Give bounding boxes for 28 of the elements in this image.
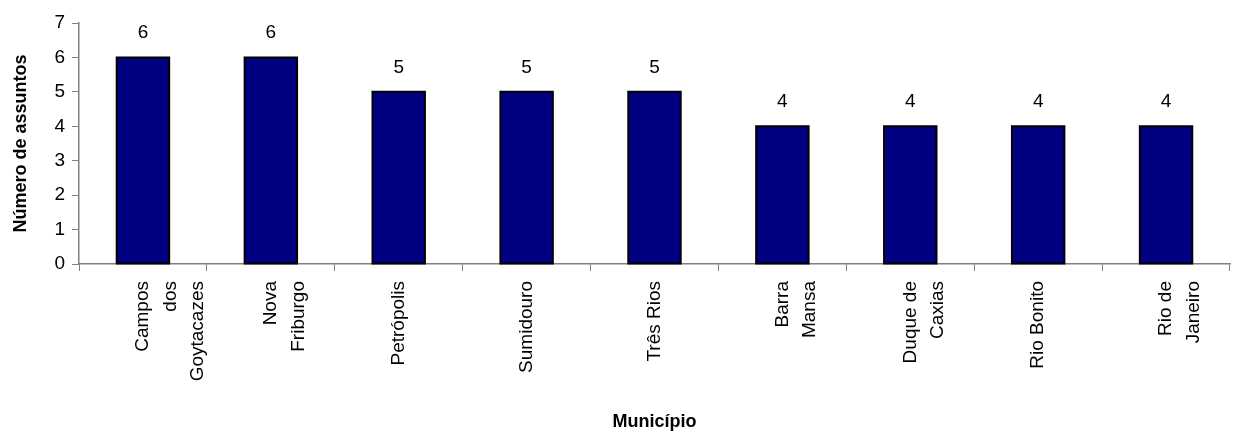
x-tick-label: Duque de Caxias <box>898 281 948 364</box>
data-label: 4 <box>1032 90 1044 112</box>
y-tick-label: 5 <box>54 80 65 102</box>
x-tick-label: Rio Bonito <box>1026 281 1048 369</box>
data-label: 5 <box>393 55 405 77</box>
x-axis-title: Município <box>612 411 697 432</box>
y-tick-label: 3 <box>54 148 65 170</box>
data-label: 6 <box>137 21 149 43</box>
y-tick-label: 2 <box>54 183 65 205</box>
x-tick-label: Barra Mansa <box>770 280 820 339</box>
data-label: 5 <box>521 55 532 77</box>
x-tick-label: Nova Friburgo <box>259 280 308 352</box>
y-tick-label: 1 <box>54 217 65 239</box>
x-tick-label: Rio de Janeiro <box>1154 281 1203 344</box>
x-tick-label: Sumidouro <box>514 281 536 373</box>
x-tick-label: Três Rios <box>642 281 664 362</box>
y-tick-label: 0 <box>54 252 65 274</box>
data-label: 4 <box>904 90 916 112</box>
data-label: 5 <box>649 55 660 77</box>
y-tick-label: 6 <box>54 45 65 67</box>
x-tick-label: Petrópolis <box>386 281 408 366</box>
y-tick-label: 7 <box>54 11 65 33</box>
data-label: 4 <box>777 90 789 112</box>
y-axis-title: Número de assuntos <box>9 54 30 233</box>
data-label: 4 <box>1160 90 1172 112</box>
data-label: 6 <box>265 21 277 43</box>
y-tick-label: 4 <box>54 114 66 136</box>
x-tick-label: Campos dos Goytacazes <box>131 281 208 382</box>
